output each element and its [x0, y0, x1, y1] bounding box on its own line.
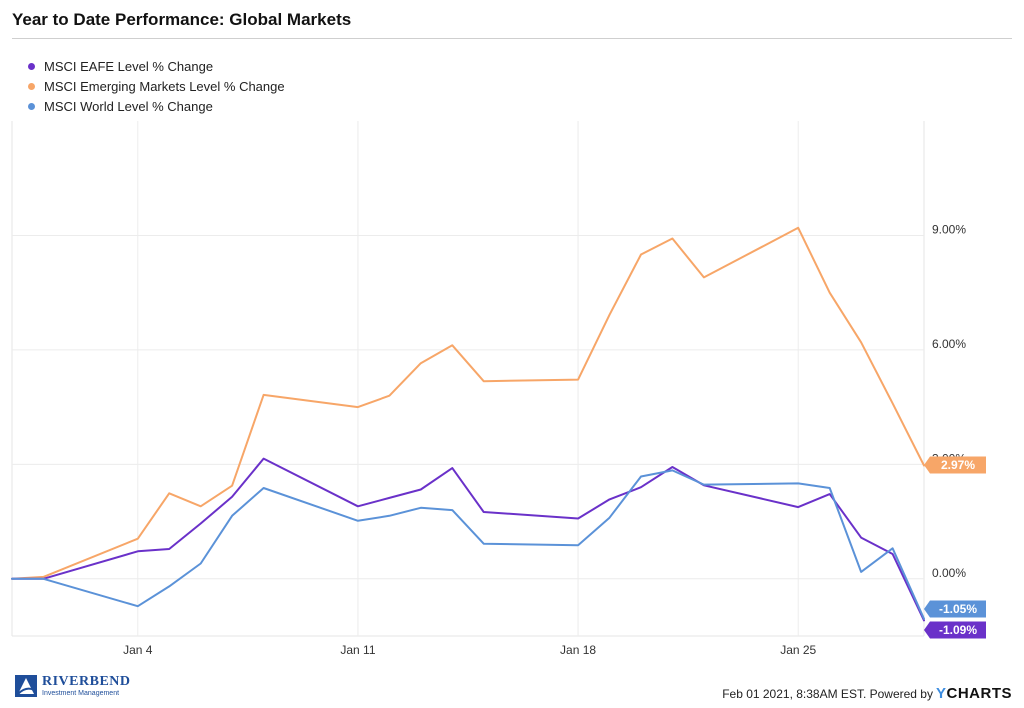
legend-dot-eafe: [28, 62, 35, 70]
ycharts-brand-rest: CHARTS: [946, 685, 1012, 702]
logo-name: RIVERBEND: [42, 674, 131, 689]
legend-item-world[interactable]: MSCI World Level % Change: [28, 96, 285, 116]
legend-label-world: MSCI World Level % Change: [44, 98, 213, 114]
x-tick-label: Jan 11: [340, 643, 375, 657]
riverbend-logo: RIVERBEND Investment Management: [14, 673, 130, 701]
x-tick-label: Jan 4: [123, 643, 153, 657]
legend-item-emerging[interactable]: MSCI Emerging Markets Level % Change: [28, 76, 285, 96]
x-tick-label: Jan 18: [560, 643, 596, 657]
legend-label-eafe: MSCI EAFE Level % Change: [44, 58, 214, 74]
end-label-tag-1: [924, 456, 986, 474]
end-value-label-2: -1.05%: [939, 602, 977, 616]
title-divider: [12, 38, 1012, 39]
end-label-tag-0: [924, 621, 986, 639]
riverbend-logo-icon: [15, 675, 37, 697]
series-line-1[interactable]: [11, 226, 925, 580]
chart-title: Year to Date Performance: Global Markets: [12, 10, 352, 29]
logo-subtitle: Investment Management: [42, 690, 120, 697]
x-tick-label: Jan 25: [780, 643, 816, 657]
footer-timestamp: Feb 01 2021, 8:38AM EST. Powered by: [722, 686, 933, 701]
y-tick-label: 0.00%: [932, 566, 966, 580]
y-tick-label: 6.00%: [932, 337, 966, 351]
series-line-2[interactable]: [11, 469, 925, 620]
legend-dot-emerging: [28, 82, 35, 90]
legend-label-emerging: MSCI Emerging Markets Level % Change: [44, 78, 285, 94]
end-value-label-1: 2.97%: [941, 458, 975, 472]
legend: MSCI EAFE Level % Change MSCI Emerging M…: [28, 56, 285, 116]
legend-item-eafe[interactable]: MSCI EAFE Level % Change: [28, 56, 285, 76]
series-line-0[interactable]: [11, 457, 925, 622]
end-label-tag-2: [924, 600, 986, 618]
end-value-label-0: -1.09%: [939, 623, 977, 637]
ycharts-brand-y: Y: [935, 685, 947, 702]
legend-dot-world: [28, 102, 35, 110]
ycharts-brand[interactable]: YCHARTS: [936, 685, 1012, 702]
footer-credit: Feb 01 2021, 8:38AM EST. Powered by YCHA…: [722, 685, 1012, 702]
y-tick-label: 9.00%: [932, 222, 966, 236]
